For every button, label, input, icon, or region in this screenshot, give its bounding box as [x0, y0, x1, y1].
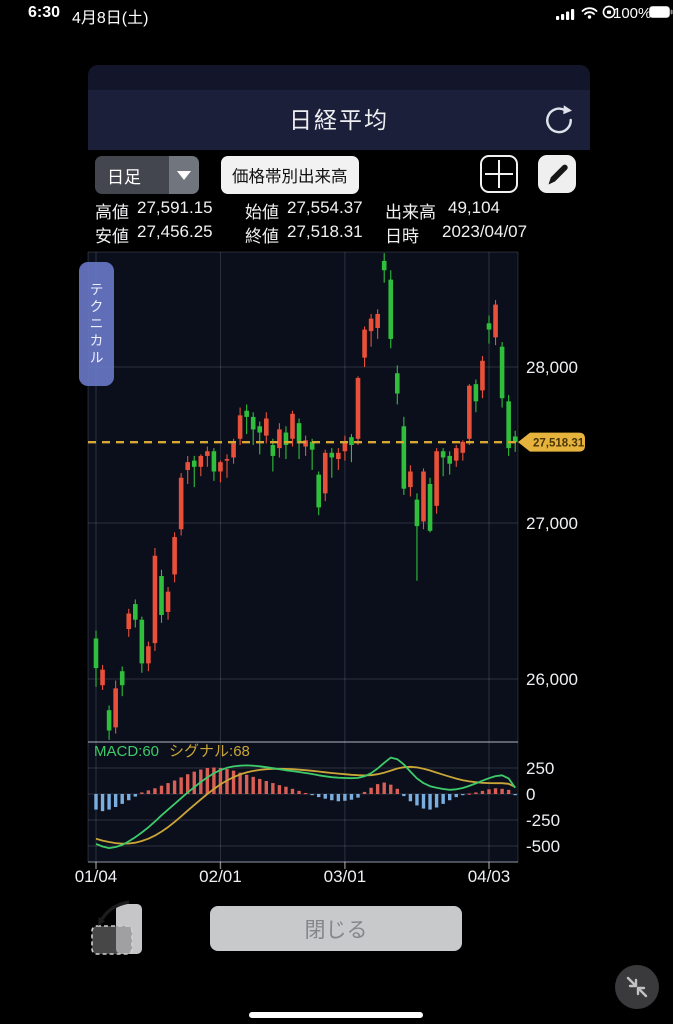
datetime-value: 2023/04/07 — [442, 222, 528, 241]
battery-percent: 100% — [613, 5, 652, 22]
volume-label: 出来高 — [385, 203, 436, 222]
low-label: 安値 — [95, 227, 129, 246]
page-title: 日経平均 — [289, 107, 389, 133]
svg-text:250: 250 — [526, 759, 554, 778]
chevron-down-icon — [169, 156, 199, 194]
datetime-label: 日時 — [385, 227, 419, 246]
svg-text:04/03: 04/03 — [468, 867, 511, 886]
low-value: 27,456.25 — [137, 222, 213, 241]
close-label: 終値 — [245, 227, 279, 246]
status-bar: 6:30 4月8日(土) 100% — [0, 0, 673, 27]
volume-by-price-button[interactable]: 価格帯別出来高 — [221, 156, 359, 194]
svg-text:03/01: 03/01 — [324, 867, 367, 886]
orientation-lock-icon — [602, 5, 616, 19]
timeframe-dropdown[interactable]: 日足 — [95, 156, 199, 194]
timeframe-value: 日足 — [107, 167, 141, 187]
battery-icon — [649, 6, 673, 18]
tab-technical[interactable]: テクニカル — [79, 262, 114, 386]
status-time: 6:30 — [28, 4, 61, 21]
svg-text:0: 0 — [526, 785, 535, 804]
svg-text:27,518.31: 27,518.31 — [533, 438, 585, 450]
collapse-arrows-icon — [626, 976, 648, 998]
volume-value: 49,104 — [448, 198, 500, 217]
svg-text:26,000: 26,000 — [526, 670, 578, 689]
svg-text:01/04: 01/04 — [75, 867, 118, 886]
svg-text:02/01: 02/01 — [199, 867, 242, 886]
close-value: 27,518.31 — [287, 222, 363, 241]
panel-top-strip — [88, 65, 590, 90]
svg-text:28,000: 28,000 — [526, 358, 578, 377]
svg-text:-250: -250 — [526, 811, 560, 830]
close-button[interactable]: 閉じる — [210, 906, 462, 951]
refresh-icon[interactable] — [543, 104, 575, 136]
high-value: 27,591.15 — [137, 198, 213, 217]
high-label: 高値 — [95, 203, 129, 222]
cellular-icon — [556, 9, 575, 20]
wifi-icon — [581, 7, 598, 19]
open-label: 始値 — [245, 203, 279, 222]
home-indicator[interactable] — [249, 1012, 423, 1018]
rotate-screen-icon[interactable] — [88, 898, 148, 962]
collapse-fullscreen-button[interactable] — [615, 965, 659, 1009]
chart-plot-area[interactable] — [88, 252, 518, 862]
pencil-icon[interactable] — [538, 155, 576, 193]
grid-layout-icon[interactable] — [480, 155, 518, 193]
status-date: 4月8日(土) — [72, 10, 149, 27]
svg-text:27,000: 27,000 — [526, 514, 578, 533]
panel-header — [88, 90, 590, 150]
svg-text:-500: -500 — [526, 837, 560, 856]
open-value: 27,554.37 — [287, 198, 363, 217]
